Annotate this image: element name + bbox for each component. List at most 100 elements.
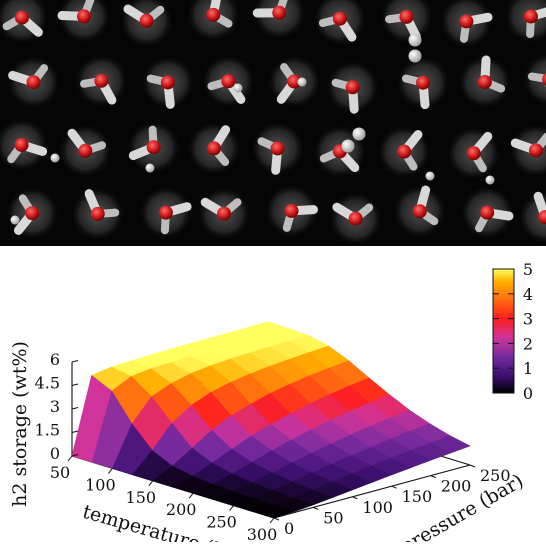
water-molecule [58,0,110,42]
y-tick-mark [313,507,318,509]
water-molecule [327,61,379,113]
water-molecule [252,122,304,174]
water-molecule [72,188,124,240]
y-tick-mark [392,486,397,488]
water-molecule [140,187,192,239]
oxygen-atom [459,14,473,28]
water-molecule [266,185,318,237]
oxygen-atom [333,12,347,26]
water-molecule [461,187,513,239]
oxygen-atom [91,207,105,221]
oxygen-atom [94,74,108,88]
hydrogen-atom [298,78,307,87]
oxygen-atom [529,143,543,157]
oxygen-atom [397,145,411,159]
oxygen-atom [206,8,220,22]
water-molecule [314,0,366,45]
water-molecule [202,55,254,107]
oxygen-atom [217,207,231,221]
hydrogen-atom [486,176,495,185]
water-molecule [505,0,546,42]
hydrogen-atom [146,164,155,173]
water-molecule [459,56,511,108]
y-tick-mark [352,497,357,499]
z-tick-mark [72,431,78,433]
water-molecule [188,122,240,174]
h2-molecule [234,84,243,93]
x-tick-label: 100 [85,475,116,494]
water-molecule [397,57,449,109]
water-molecule [0,119,48,171]
y-tick-label: 200 [441,477,472,496]
water-molecule [0,0,48,44]
h2-molecule [51,154,60,163]
hydrogen-atom [353,128,366,141]
oxygen-atom [416,76,430,90]
oxygen-atom [159,206,173,220]
hydrogen-atom [409,34,422,47]
water-molecule [380,0,432,43]
water-molecule [448,127,500,179]
h2-molecule [426,172,435,181]
water-molecule [440,0,492,47]
water-molecule [75,55,127,107]
water-molecule [8,56,60,108]
oxygen-atom [207,141,221,155]
water-molecule [519,191,546,243]
water-molecule [378,126,430,178]
x-tick-mark [270,518,274,523]
water-molecule [187,0,239,41]
oxygen-atom [27,75,41,89]
hydrogen-atom [51,154,60,163]
water-molecule [253,0,305,39]
oxygen-atom [413,204,427,218]
oxygen-atom [349,212,363,226]
oxygen-atom [467,146,481,160]
x-tick-label: 50 [50,463,70,482]
oxygen-atom [480,206,494,220]
h2-molecule [298,78,307,87]
h2-molecule [486,176,495,185]
x-tick-mark [189,493,193,498]
water-molecule [142,56,194,108]
hydrogen-atom [11,216,20,225]
oxygen-atom [15,11,29,25]
oxygen-atom [271,141,285,155]
colorbar-tick-label: 4 [523,285,533,304]
z-tick-label: 3 [50,397,60,416]
hydrogen-atom [409,50,422,63]
water-molecule [6,187,58,239]
y-tick-label: 50 [323,508,343,527]
hydrogen-atom [342,140,355,153]
oxygen-atom [346,80,360,94]
water-molecule [394,185,446,237]
hydrogen-atom [234,84,243,93]
x-tick-label: 150 [126,488,157,507]
z-tick-mark [72,361,78,363]
z-axis-title: h2 storage (wt%) [9,341,31,507]
h2-molecule [11,216,20,225]
oxygen-atom [161,75,175,89]
colorbar-tick-label: 0 [523,384,533,403]
y-tick-mark [431,476,436,478]
z-tick-label: 0 [50,444,60,463]
z-tick-label: 6 [50,350,60,369]
oxygen-atom [78,144,92,158]
x-tick-label: 300 [247,525,278,542]
oxygen-atom [140,14,154,28]
oxygen-atom [15,138,29,152]
water-molecule [121,0,173,47]
oxygen-atom [77,9,91,23]
h2-molecule [146,164,155,173]
water-molecule [510,124,546,176]
colorbar-gradient [493,269,514,393]
water-molecule [59,125,111,177]
water-molecule [330,193,382,245]
oxygen-atom [147,140,161,154]
x-tick-mark [149,481,153,486]
y-tick-mark [274,518,279,520]
